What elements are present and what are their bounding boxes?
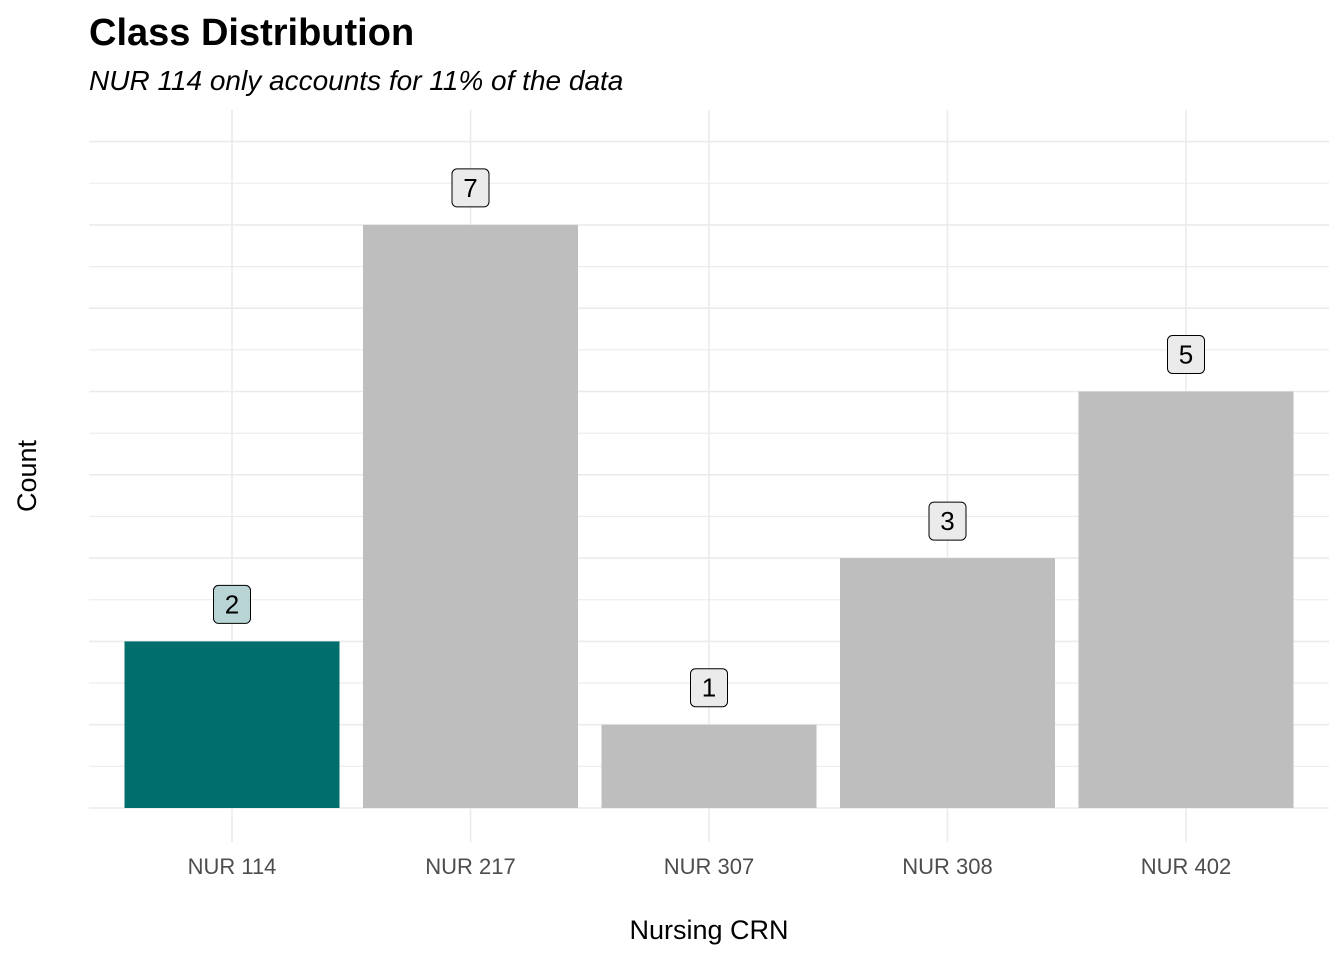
data-label: 5 — [1167, 335, 1205, 374]
bar-nur-308 — [840, 558, 1055, 808]
data-label-box — [928, 501, 967, 541]
bar-nur-307 — [601, 724, 817, 808]
x-tick-label: NUR 217 — [425, 854, 515, 879]
data-label-value: 2 — [225, 589, 239, 619]
data-label-box — [690, 668, 728, 708]
y-axis-title: Count — [12, 439, 42, 512]
data-label-value: 3 — [940, 506, 954, 536]
bars — [124, 224, 1294, 808]
data-label: 2 — [213, 584, 251, 624]
data-label-box — [1167, 335, 1205, 374]
data-label-box — [451, 168, 490, 208]
x-tick-labels: NUR 114 NUR 217 NUR 307 NUR 308 NUR 402 — [188, 854, 1232, 879]
data-label-value: 5 — [1179, 340, 1193, 370]
x-tick-label: NUR 308 — [902, 854, 992, 879]
x-axis-title: Nursing CRN — [629, 915, 788, 945]
chart-title: Class Distribution — [89, 12, 414, 54]
data-label: 7 — [451, 168, 490, 208]
data-label-value: 1 — [702, 673, 716, 703]
data-label: 3 — [928, 501, 967, 541]
x-tick-label: NUR 402 — [1141, 854, 1231, 879]
chart-subtitle: NUR 114 only accounts for 11% of the dat… — [89, 65, 623, 96]
bar-nur-114 — [124, 641, 340, 808]
bar-nur-217 — [363, 224, 578, 808]
x-tick-label: NUR 307 — [664, 854, 754, 879]
x-tick-label: NUR 114 — [188, 854, 277, 879]
data-label: 1 — [690, 668, 728, 708]
data-label-value: 7 — [463, 173, 477, 203]
bar-nur-402 — [1078, 391, 1294, 808]
data-label-box — [213, 584, 251, 624]
data-labels: 2 7 1 3 5 — [213, 168, 1205, 708]
